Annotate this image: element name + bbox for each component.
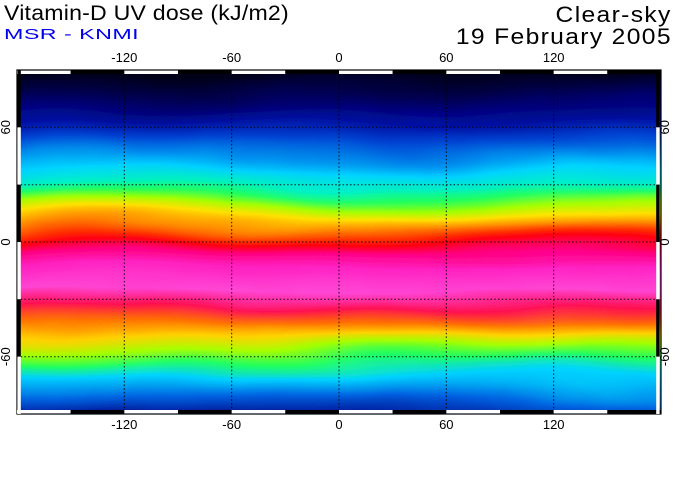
svg-text:0: 0 (657, 238, 672, 245)
svg-text:-60: -60 (0, 347, 13, 366)
svg-text:0: 0 (335, 417, 342, 432)
svg-text:60: 60 (657, 120, 672, 134)
svg-text:-60: -60 (222, 50, 241, 65)
svg-text:-60: -60 (222, 417, 241, 432)
svg-text:-120: -120 (111, 50, 137, 65)
svg-text:120: 120 (543, 417, 565, 432)
svg-text:0: 0 (0, 238, 13, 245)
svg-text:60: 60 (439, 50, 453, 65)
svg-text:0: 0 (335, 50, 342, 65)
svg-text:120: 120 (543, 50, 565, 65)
svg-text:-60: -60 (657, 347, 672, 366)
svg-text:-120: -120 (111, 417, 137, 432)
svg-text:60: 60 (439, 417, 453, 432)
svg-text:60: 60 (0, 120, 13, 134)
